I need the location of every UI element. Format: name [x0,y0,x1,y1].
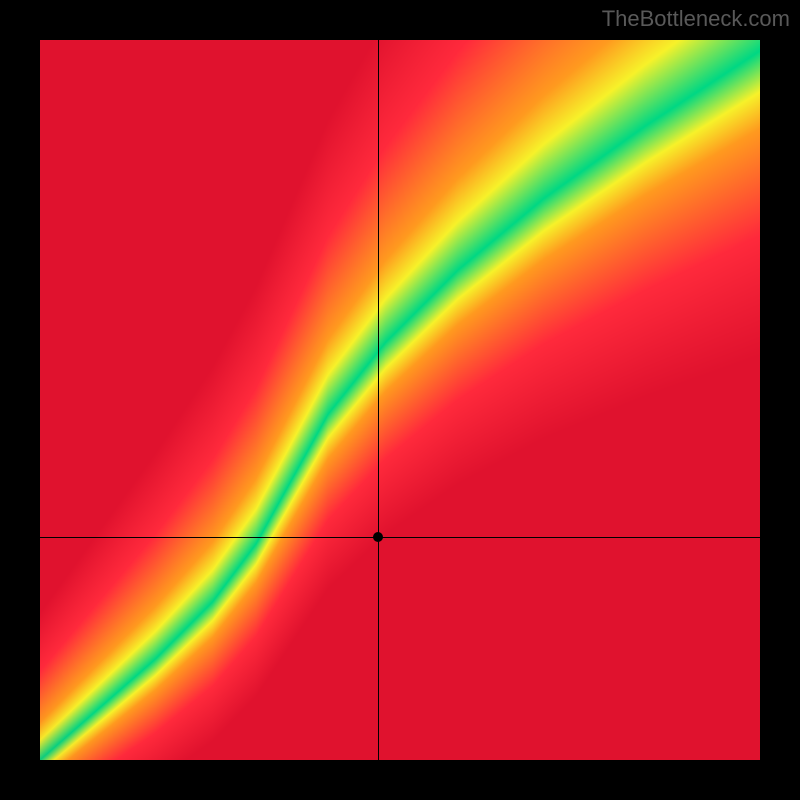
selection-dot [373,532,383,542]
crosshair-vertical [378,40,379,760]
bottleneck-heatmap [40,40,760,760]
chart-container: TheBottleneck.com [0,0,800,800]
plot-area [40,40,760,760]
watermark-label: TheBottleneck.com [602,6,790,32]
crosshair-horizontal [40,537,760,538]
